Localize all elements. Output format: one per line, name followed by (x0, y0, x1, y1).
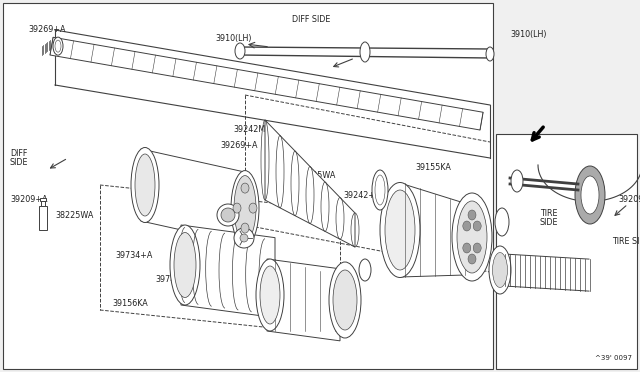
Ellipse shape (174, 232, 196, 298)
Ellipse shape (235, 43, 245, 59)
Text: 39209+A: 39209+A (10, 196, 47, 205)
Ellipse shape (511, 170, 523, 192)
Ellipse shape (581, 176, 599, 214)
Text: TIRE SIDE: TIRE SIDE (612, 237, 640, 247)
Polygon shape (400, 183, 470, 277)
Ellipse shape (241, 183, 249, 193)
Ellipse shape (495, 208, 509, 236)
Ellipse shape (468, 210, 476, 220)
Ellipse shape (135, 154, 155, 216)
Text: 39269+A: 39269+A (28, 26, 65, 35)
Text: 39234+A: 39234+A (418, 205, 456, 215)
Ellipse shape (260, 266, 280, 324)
Polygon shape (181, 225, 275, 318)
Text: TIRE
SIDE: TIRE SIDE (540, 209, 559, 227)
Ellipse shape (457, 201, 487, 273)
Text: 39156KA: 39156KA (112, 298, 148, 308)
Circle shape (240, 234, 248, 242)
Ellipse shape (217, 204, 239, 226)
Ellipse shape (493, 253, 508, 288)
Ellipse shape (170, 225, 200, 305)
Ellipse shape (329, 262, 361, 338)
Text: 39209MA: 39209MA (618, 196, 640, 205)
Ellipse shape (575, 166, 605, 224)
Ellipse shape (486, 47, 494, 61)
Ellipse shape (463, 243, 471, 253)
Bar (40, 198, 45, 201)
Text: 39269+A: 39269+A (220, 141, 257, 150)
Text: 39742MA: 39742MA (280, 315, 317, 324)
Bar (42, 201, 45, 206)
Ellipse shape (473, 221, 481, 231)
Text: 39242+A: 39242+A (343, 190, 381, 199)
Ellipse shape (489, 246, 511, 294)
Polygon shape (267, 259, 340, 341)
Ellipse shape (256, 259, 284, 331)
Text: 38225WA: 38225WA (297, 170, 335, 180)
Ellipse shape (468, 254, 476, 264)
Ellipse shape (385, 190, 415, 270)
Ellipse shape (452, 193, 492, 281)
Ellipse shape (372, 170, 388, 210)
Text: DIFF SIDE: DIFF SIDE (292, 16, 330, 25)
Ellipse shape (359, 259, 371, 281)
Ellipse shape (53, 37, 63, 55)
Ellipse shape (380, 183, 420, 278)
Ellipse shape (234, 176, 256, 241)
Text: DIFF
SIDE: DIFF SIDE (10, 149, 29, 167)
Ellipse shape (221, 208, 235, 222)
Ellipse shape (131, 148, 159, 222)
Text: 38225WA: 38225WA (55, 211, 93, 219)
Polygon shape (141, 149, 245, 244)
Text: 3910(LH): 3910(LH) (510, 31, 547, 39)
Ellipse shape (233, 203, 241, 213)
Ellipse shape (333, 270, 357, 330)
Ellipse shape (473, 243, 481, 253)
Text: 3910(LH): 3910(LH) (215, 33, 252, 42)
Text: 39242MA: 39242MA (233, 125, 271, 135)
Polygon shape (265, 120, 355, 247)
Ellipse shape (375, 175, 385, 205)
Ellipse shape (241, 223, 249, 233)
Text: 39155KA: 39155KA (415, 164, 451, 173)
Text: 39734+A: 39734+A (115, 250, 152, 260)
Bar (39, 206, 47, 230)
Text: 39742+A: 39742+A (155, 276, 193, 285)
Text: ^39' 0097: ^39' 0097 (595, 355, 632, 361)
Ellipse shape (249, 203, 257, 213)
Polygon shape (50, 37, 483, 130)
Bar (496, 134, 637, 369)
Bar (3, 3, 493, 369)
Ellipse shape (234, 228, 254, 248)
Ellipse shape (231, 171, 259, 246)
Ellipse shape (55, 40, 61, 52)
Ellipse shape (360, 42, 370, 62)
Ellipse shape (463, 221, 471, 231)
